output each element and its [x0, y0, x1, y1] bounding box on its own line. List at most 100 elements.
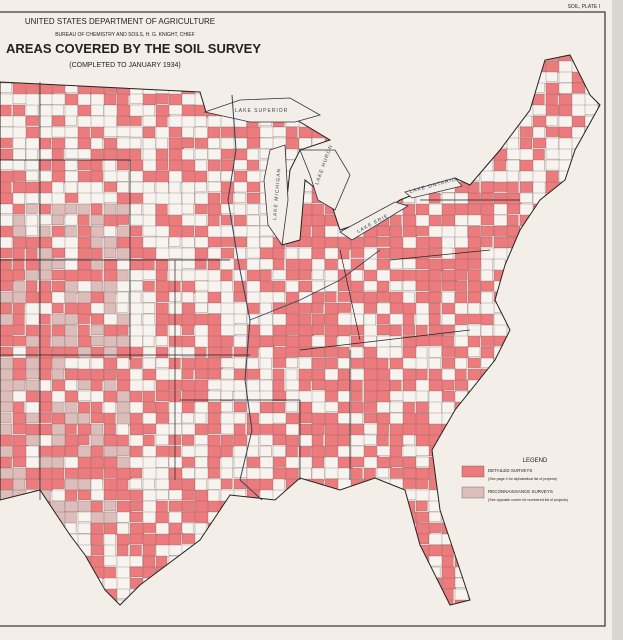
- county: [311, 423, 325, 435]
- county: [467, 247, 482, 259]
- county: [142, 379, 155, 392]
- county: [25, 258, 41, 271]
- county: [155, 137, 168, 150]
- county: [285, 137, 301, 150]
- county: [376, 401, 390, 413]
- county: [129, 555, 143, 567]
- county: [298, 269, 312, 280]
- county: [51, 181, 64, 195]
- county: [129, 379, 145, 393]
- county: [64, 478, 81, 492]
- county: [376, 302, 392, 316]
- county: [558, 82, 573, 94]
- county: [207, 280, 223, 293]
- county: [194, 368, 210, 380]
- county: [194, 236, 210, 248]
- county: [25, 137, 40, 151]
- county: [532, 104, 547, 116]
- county: [12, 313, 25, 327]
- county: [77, 533, 91, 547]
- county: [493, 236, 507, 249]
- county: [64, 445, 79, 457]
- legend-box: [452, 452, 564, 512]
- county: [311, 247, 325, 261]
- county: [116, 555, 132, 568]
- county: [168, 192, 182, 205]
- county: [0, 82, 12, 93]
- county: [116, 500, 132, 513]
- county: [207, 357, 223, 369]
- county: [181, 335, 196, 348]
- county: [51, 93, 66, 105]
- county: [207, 401, 223, 414]
- county: [25, 115, 40, 126]
- county: [376, 357, 389, 370]
- county: [363, 423, 378, 435]
- county: [285, 412, 300, 425]
- county: [233, 335, 247, 348]
- county: [194, 335, 209, 348]
- county: [155, 313, 172, 325]
- county: [259, 357, 272, 370]
- county: [376, 390, 391, 403]
- county: [25, 93, 42, 107]
- county: [571, 104, 586, 118]
- county: [441, 346, 456, 358]
- county: [194, 500, 209, 513]
- county: [428, 203, 444, 216]
- county: [64, 467, 78, 479]
- county: [272, 335, 288, 346]
- county: [246, 258, 260, 272]
- county: [428, 423, 443, 436]
- county: [168, 269, 183, 283]
- county: [415, 522, 431, 536]
- county: [246, 280, 261, 293]
- county: [116, 126, 132, 137]
- county: [324, 324, 341, 338]
- county: [103, 302, 117, 316]
- county: [116, 456, 131, 470]
- county: [103, 500, 117, 511]
- county: [25, 269, 39, 281]
- county: [285, 291, 300, 304]
- county: [25, 181, 40, 194]
- county: [532, 115, 548, 128]
- county: [194, 148, 208, 160]
- county: [350, 434, 366, 446]
- county: [90, 533, 104, 545]
- county: [38, 214, 53, 225]
- county: [116, 533, 130, 545]
- county: [90, 258, 103, 271]
- county: [311, 335, 326, 347]
- county: [259, 324, 273, 336]
- county: [324, 269, 340, 283]
- county: [220, 456, 234, 469]
- county: [64, 511, 77, 525]
- county: [285, 269, 300, 281]
- county: [259, 258, 275, 270]
- county: [64, 313, 79, 325]
- county: [64, 269, 79, 282]
- county: [272, 478, 285, 492]
- county: [51, 390, 67, 404]
- county: [467, 269, 481, 283]
- county: [168, 423, 183, 436]
- county: [12, 456, 27, 468]
- county: [272, 357, 287, 368]
- county: [220, 379, 237, 392]
- county: [103, 291, 116, 304]
- county: [142, 555, 155, 568]
- county: [90, 544, 106, 556]
- county: [233, 324, 249, 335]
- county: [142, 170, 158, 182]
- county: [129, 423, 144, 435]
- county: [376, 258, 391, 270]
- county: [64, 181, 78, 194]
- county: [428, 544, 444, 557]
- county: [272, 313, 288, 326]
- county: [350, 368, 366, 381]
- county: [181, 137, 194, 148]
- county: [337, 357, 351, 369]
- county: [168, 313, 184, 327]
- county: [142, 390, 155, 402]
